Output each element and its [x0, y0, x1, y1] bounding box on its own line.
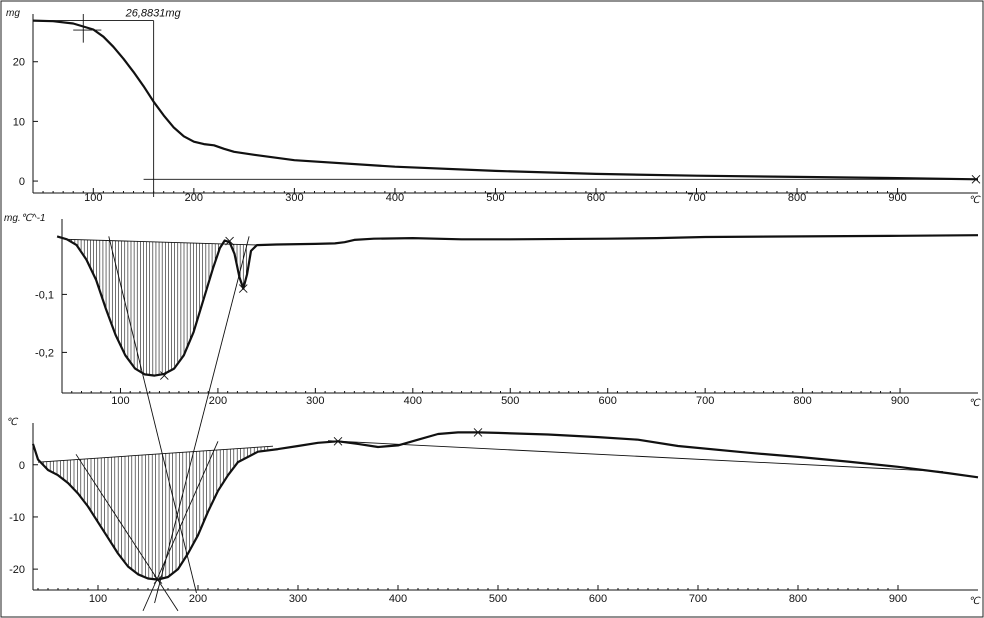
- x-axis-unit: ℃: [968, 195, 981, 206]
- x-tick-label: 600: [589, 593, 607, 605]
- x-tick-label: 100: [84, 192, 102, 204]
- tg-panel: 100 200 300 400 500 600 700 800 900 ℃ 0 10 20 mg 26,88…: [6, 8, 981, 206]
- mass-annotation: 26,8831mg: [125, 8, 182, 20]
- x-axis-unit: ℃: [968, 596, 981, 607]
- peak-marker: [160, 371, 169, 380]
- peak-marker: [225, 236, 234, 246]
- x-tick-label: 300: [289, 593, 307, 605]
- x-tick-label: 200: [185, 192, 203, 204]
- tangent-line-left: [108, 236, 197, 594]
- baseline: [37, 445, 274, 463]
- peak-marker: [971, 174, 981, 184]
- y-tick-label: -20: [9, 564, 25, 576]
- x-tick-label: 900: [888, 192, 906, 204]
- dtg-panel: 100 200 300 400 500 600 700 800 900 ℃ -0,1 -0,2 mg.℃…: [4, 213, 981, 604]
- x-tick-label: 600: [587, 192, 605, 204]
- x-tick-label: 800: [789, 593, 807, 605]
- y-tick-label: 10: [13, 116, 25, 128]
- x-tick-label: 400: [386, 192, 404, 204]
- y-tick-label: -0,2: [35, 347, 54, 359]
- x-tick-label: 700: [696, 395, 714, 407]
- x-tick-label: 700: [687, 192, 705, 204]
- x-tick-label: 300: [285, 192, 303, 204]
- y-tick-label: 0: [19, 176, 25, 188]
- data-curve: [56, 234, 979, 377]
- x-axis-unit: ℃: [968, 398, 981, 409]
- x-tick-label: 400: [389, 593, 407, 605]
- dta-panel: 100 200 300 400 500 600 700 800 900 ℃ 0 -10 -20 ℃: [6, 417, 981, 612]
- x-tick-label: 200: [189, 593, 207, 605]
- tangent-line-right: [154, 236, 250, 604]
- x-tick-label: 600: [599, 395, 617, 407]
- x-tick-label: 700: [689, 593, 707, 605]
- data-curve: [32, 19, 979, 181]
- x-tick-label: 100: [89, 593, 107, 605]
- x-tick-label: 400: [404, 395, 422, 407]
- data-curve: [31, 431, 979, 581]
- tangent-line-left: [75, 454, 179, 612]
- x-tick-label: 500: [489, 593, 507, 605]
- x-tick-label: 200: [209, 395, 227, 407]
- peak-marker: [153, 575, 163, 584]
- x-tick-label: 800: [793, 395, 811, 407]
- x-tick-label: 500: [486, 192, 504, 204]
- y-tick-label: 0: [19, 460, 25, 472]
- y-axis-unit: ℃: [6, 417, 19, 428]
- x-tick-label: 300: [306, 395, 324, 407]
- peak-marker: [473, 428, 483, 437]
- peak-marker: [238, 284, 248, 293]
- peak-marker: [333, 436, 343, 446]
- x-tick-label: 100: [111, 395, 129, 407]
- y-tick-label: -10: [9, 512, 25, 524]
- x-tick-label: 900: [889, 593, 907, 605]
- y-tick-label: -0,1: [35, 289, 54, 301]
- y-axis-unit: mg: [6, 8, 20, 19]
- x-tick-label: 800: [788, 192, 806, 204]
- baseline-long: [327, 440, 944, 472]
- y-axis-unit: mg.℃^-1: [4, 213, 45, 224]
- y-tick-label: 20: [13, 57, 25, 69]
- x-tick-label: 500: [501, 395, 519, 407]
- baseline: [66, 238, 257, 246]
- x-tick-label: 900: [891, 395, 909, 407]
